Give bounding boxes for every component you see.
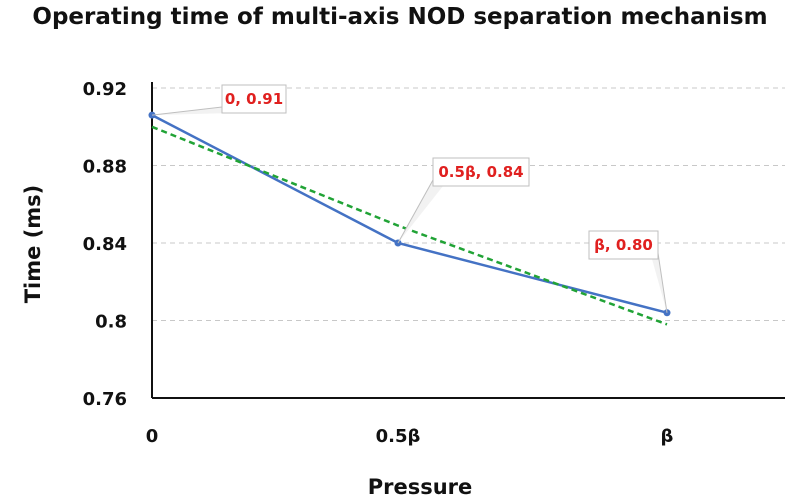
y-tick-label: 0.8 (95, 312, 127, 333)
callout-box (432, 157, 530, 187)
chart-title: Operating time of multi-axis NOD separat… (32, 4, 768, 30)
callout-label: 0, 0.91 (225, 90, 283, 108)
x-tick-label: 0 (146, 426, 159, 447)
callout-box (588, 230, 659, 260)
callout-0: 0, 0.91 (151, 84, 287, 116)
callout-label: β, 0.80 (594, 236, 653, 254)
x-axis-title: Pressure (368, 475, 473, 499)
x-tick-label: β (661, 426, 674, 447)
series-lines (148, 111, 671, 326)
data-callouts: 0, 0.91 0.5β, 0.84 β, 0.80 (151, 84, 668, 313)
callout-2: β, 0.80 (588, 230, 668, 313)
callout-leader (651, 251, 668, 313)
y-tick-label: 0.88 (83, 157, 127, 178)
y-tick-label: 0.92 (83, 79, 127, 100)
callout-box (221, 84, 287, 114)
callout-leader (151, 106, 233, 116)
x-tick-label: 0.5β (376, 426, 421, 447)
callout-label: 0.5β, 0.84 (438, 163, 523, 181)
grid-lines (152, 87, 785, 321)
y-tick-label: 0.76 (83, 389, 127, 410)
y-tick-label: 0.84 (83, 234, 127, 255)
tick-labels: 0.76 0.8 0.84 0.88 0.92 0 0.5β β (83, 79, 674, 447)
y-axis-title: Time (ms) (21, 185, 45, 304)
callout-leader (397, 179, 444, 244)
series-line-0 (151, 113, 668, 314)
callout-1: 0.5β, 0.84 (397, 157, 530, 244)
series-line-1 (151, 125, 668, 326)
axes (151, 82, 785, 399)
